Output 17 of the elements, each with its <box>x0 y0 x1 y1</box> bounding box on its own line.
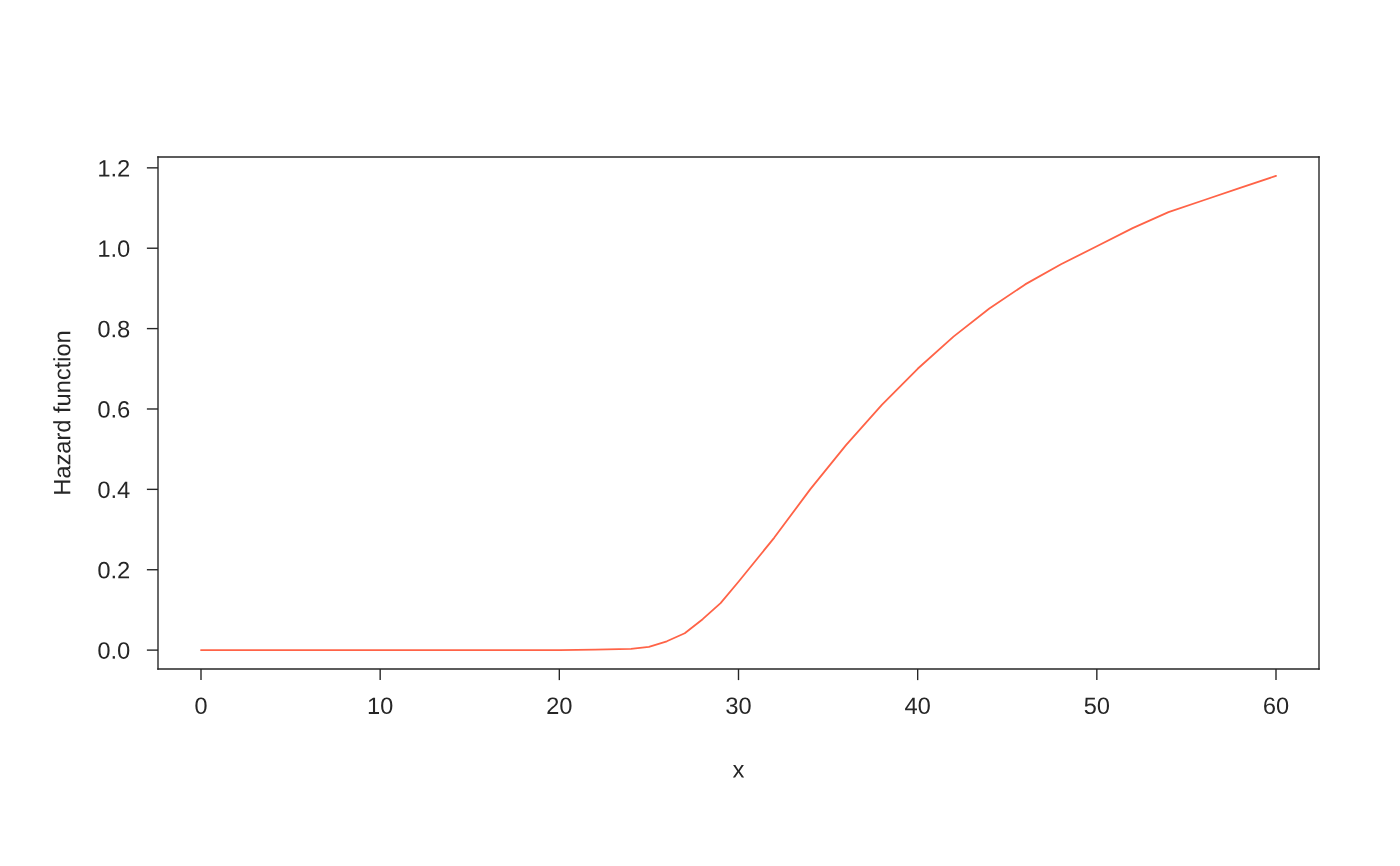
y-tick-label: 1.2 <box>99 159 130 177</box>
x-tick-label: 10 <box>368 697 393 715</box>
x-tick-label: 40 <box>905 697 930 715</box>
x-tick-label: 50 <box>1084 697 1110 715</box>
x-tick-label: 30 <box>726 697 751 715</box>
y-tick-label: 0.4 <box>98 481 130 499</box>
line-series <box>200 174 1277 652</box>
x-tick-label: 20 <box>547 697 572 715</box>
y-tick-label: 0.6 <box>98 401 130 418</box>
x-tick-label: 60 <box>1264 697 1289 715</box>
x-tick-label: 0 <box>195 697 207 715</box>
y-tick-label: 0.8 <box>98 320 130 338</box>
x-axis-title: x <box>732 765 745 778</box>
y-tick-label: 0.2 <box>98 561 130 579</box>
y-tick-label: 0.0 <box>98 642 130 659</box>
y-tick-label: 1.0 <box>99 240 130 258</box>
y-axis-title: Hazard function <box>53 331 71 494</box>
